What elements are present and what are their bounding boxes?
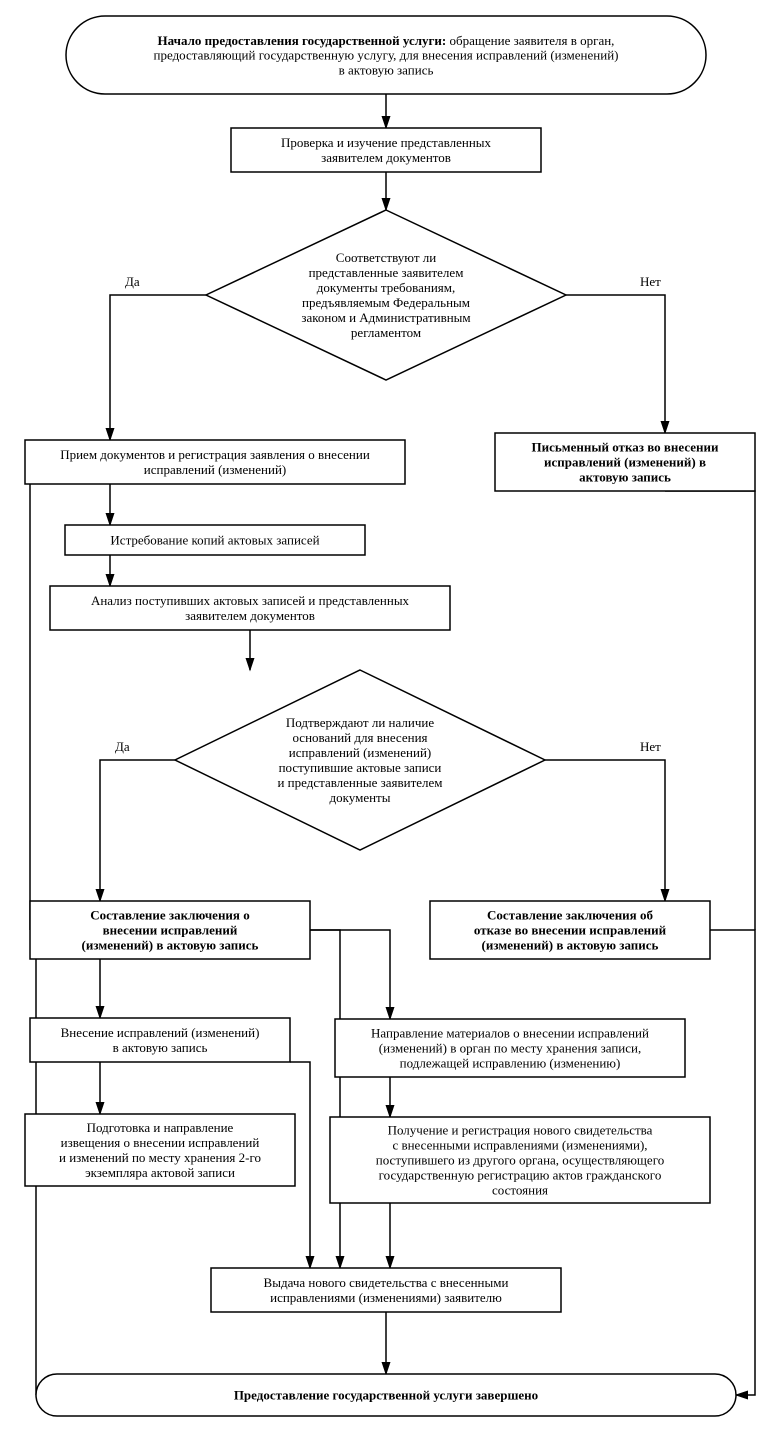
node-text: Проверка и изучение представленных [281, 135, 492, 150]
node-text: Письменный отказ во внесении [531, 440, 719, 455]
edge [110, 295, 206, 440]
node-text: извещения о внесении исправлений [61, 1135, 260, 1150]
node-text: Истребование копий актовых записей [110, 533, 319, 548]
node-text: (изменений) в актовую запись [82, 938, 259, 953]
node-text: Подготовка и направление [87, 1120, 234, 1135]
edge-label: Нет [640, 739, 661, 754]
node-text: поступившего из другого органа, осуществ… [376, 1153, 664, 1168]
node-text: подлежащей исправлению (изменению) [400, 1056, 621, 1071]
node-text: в актовую запись [113, 1040, 208, 1055]
node-text: заявителем документов [321, 150, 451, 165]
edge [665, 491, 755, 930]
node-text: Направление материалов о внесении исправ… [371, 1026, 649, 1041]
edge [310, 930, 340, 1268]
node-text: (изменений) в актовую запись [482, 938, 659, 953]
node-text: исправлениями (изменениями) заявителю [270, 1290, 502, 1305]
node-text: состояния [492, 1183, 548, 1198]
node-text: в актовую запись [339, 63, 434, 78]
edge [310, 930, 390, 1019]
edge [25, 462, 30, 930]
node-text: поступившие актовые записи [279, 760, 442, 775]
node-text: регламентом [351, 325, 421, 340]
node-text: Выдача нового свидетельства с внесенными [264, 1275, 509, 1290]
node-text: исправлений (изменений) [144, 462, 286, 477]
node-text: документы требованиям, [317, 280, 456, 295]
node-text: Составление заключения об [487, 908, 653, 923]
node-text: заявителем документов [185, 608, 315, 623]
node-text: оснований для внесения [292, 730, 427, 745]
node-text: Внесение исправлений (изменений) [61, 1025, 260, 1040]
node-text: внесении исправлений [103, 923, 238, 938]
node-text: предъявляемым Федеральным [302, 295, 470, 310]
node-text: законом и Административным [301, 310, 470, 325]
node-text: Прием документов и регистрация заявления… [60, 447, 370, 462]
node-text: представленные заявителем [309, 265, 464, 280]
edge-label: Да [115, 739, 130, 754]
node-text: Составление заключения о [90, 908, 249, 923]
node-text: документы [330, 790, 391, 805]
node-text: исправлений (изменений) в [544, 455, 706, 470]
node-text: Подтверждают ли наличие [286, 715, 434, 730]
node-text: государственную регистрацию актов гражда… [379, 1168, 662, 1183]
node-text: Начало предоставления государственной ус… [158, 33, 615, 48]
node-text: Предоставление государственной услуги за… [234, 1388, 538, 1403]
node-text: с внесенными исправлениями (изменениями)… [392, 1138, 647, 1153]
node-text: предоставляющий государственную услугу, … [154, 48, 619, 63]
edge [566, 295, 665, 433]
node-text: (изменений) в орган по месту хранения за… [379, 1041, 641, 1056]
edge-label: Нет [640, 274, 661, 289]
node-text: актовую запись [579, 470, 671, 485]
node-text: экземпляра актовой записи [85, 1165, 235, 1180]
node-text: и представленные заявителем [277, 775, 442, 790]
node-text: и изменений по месту хранения 2-го [59, 1150, 261, 1165]
node-text: исправлений (изменений) [289, 745, 431, 760]
node-text: отказе во внесении исправлений [474, 923, 667, 938]
edge [710, 930, 755, 1395]
edge [545, 760, 665, 901]
edge-label: Да [125, 274, 140, 289]
node-text: Соответствуют ли [336, 250, 436, 265]
edge [100, 760, 175, 901]
node-text: Получение и регистрация нового свидетель… [388, 1123, 653, 1138]
node-text: Анализ поступивших актовых записей и пре… [91, 593, 410, 608]
